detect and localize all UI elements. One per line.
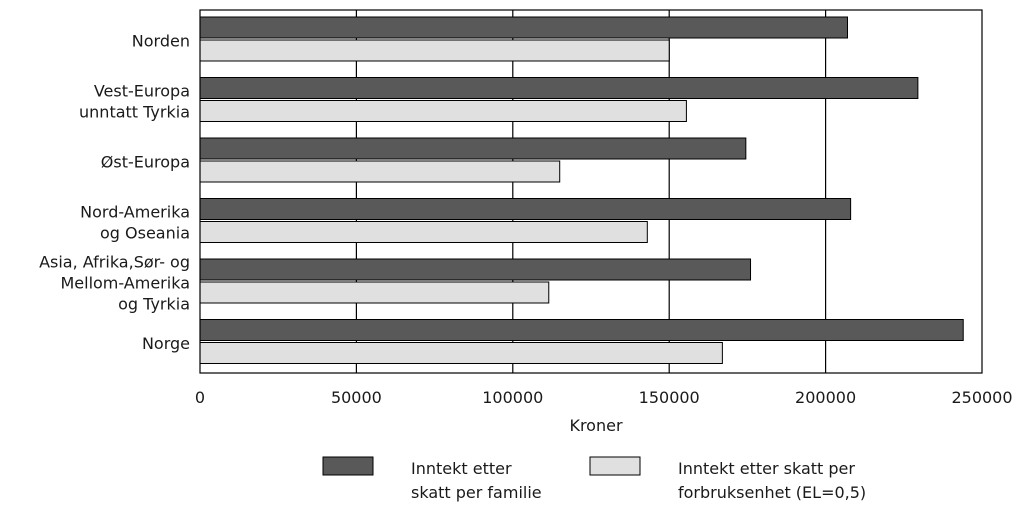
legend-label-line: forbruksenhet (EL=0,5) xyxy=(678,483,866,502)
category-label-line: Nord-Amerika xyxy=(80,202,190,221)
legend-label: Inntekt etter skatt per familie xyxy=(411,459,542,502)
category-label: Nord-Amerika og Oseania xyxy=(80,202,190,242)
x-tick-label: 100000 xyxy=(482,388,543,407)
bar-series-2-5 xyxy=(199,342,723,364)
category-label: Norden xyxy=(132,31,190,50)
x-axis-title: Kroner xyxy=(569,416,622,435)
bar-series-1-0 xyxy=(199,16,848,39)
bar-series-1-1 xyxy=(199,77,919,99)
category-label-line: Norge xyxy=(142,334,190,353)
x-tick-label: 250000 xyxy=(951,388,1012,407)
category-label-line: Norden xyxy=(132,31,190,50)
category-label-line: Asia, Afrika,Sør- og xyxy=(39,252,190,271)
x-tick-labels: 0 50000 100000 150000 200000 250000 xyxy=(195,388,1013,407)
category-label-line: Vest-Europa xyxy=(94,81,190,100)
gridlines xyxy=(355,10,827,373)
bars xyxy=(199,16,964,364)
bar-series-1-4 xyxy=(199,258,752,281)
x-tick-label: 0 xyxy=(195,388,205,407)
category-label: Asia, Afrika,Sør- og Mellom-Amerika og Tyr… xyxy=(39,252,190,313)
category-labels: Norden Vest-Europa unntatt Tyrkia Øst-Europ… xyxy=(39,31,190,353)
category-label-line: og Oseania xyxy=(100,223,190,242)
x-tick-label: 200000 xyxy=(795,388,856,407)
category-label-line: Mellom-Amerika xyxy=(60,273,190,292)
legend-swatch xyxy=(322,456,374,476)
bar-series-2-1 xyxy=(199,100,687,122)
legend-label-line: Inntekt etter xyxy=(411,459,512,478)
legend-label-line: skatt per familie xyxy=(411,483,542,502)
bar-series-1-5 xyxy=(199,319,964,341)
category-label: Øst-Europa xyxy=(101,152,190,171)
category-label: Norge xyxy=(142,334,190,353)
plot-area-frame xyxy=(199,9,983,374)
bar-series-2-4 xyxy=(199,281,550,304)
legend-swatch xyxy=(589,456,641,476)
legend-label-line: Inntekt etter skatt per xyxy=(678,459,855,478)
x-tick-label: 50000 xyxy=(331,388,382,407)
category-label-line: unntatt Tyrkia xyxy=(79,102,190,121)
legend-label: Inntekt etter skatt per forbruksenhet (EL… xyxy=(678,459,866,502)
category-label-line: Øst-Europa xyxy=(101,152,190,171)
bar-series-2-2 xyxy=(199,160,561,183)
category-label: Vest-Europa unntatt Tyrkia xyxy=(79,81,190,121)
category-label-line: og Tyrkia xyxy=(118,294,190,313)
bar-series-2-3 xyxy=(199,221,648,243)
bar-series-1-3 xyxy=(199,198,852,220)
bar-series-1-2 xyxy=(199,137,747,160)
x-tick-label: 150000 xyxy=(639,388,700,407)
bar-series-2-0 xyxy=(199,39,670,62)
